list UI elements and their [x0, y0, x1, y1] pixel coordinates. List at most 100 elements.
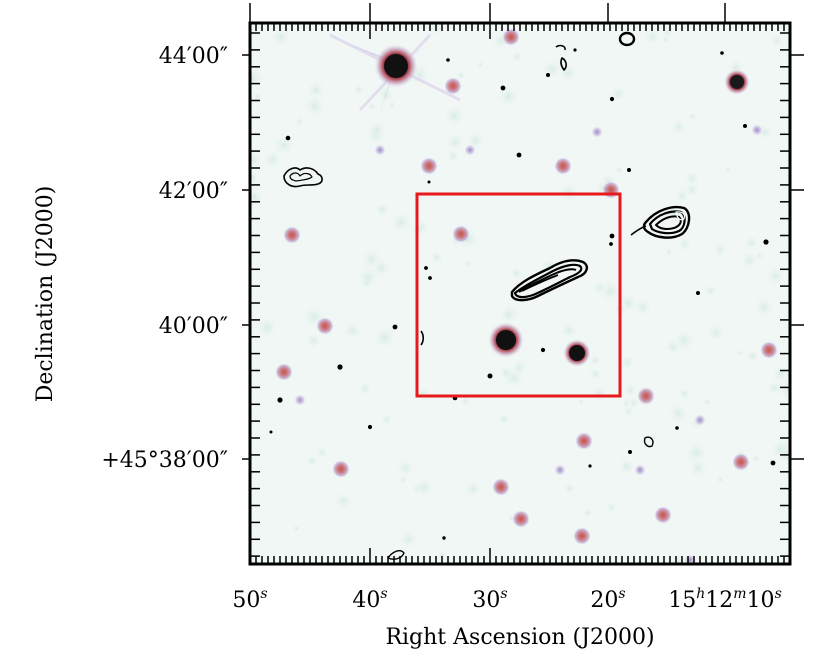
star [452, 225, 470, 243]
faint-star [294, 394, 306, 406]
haze-spot [735, 348, 744, 357]
contour-speck [367, 424, 373, 430]
star [420, 157, 438, 175]
haze-spot [559, 320, 579, 341]
haze-spot [616, 456, 637, 477]
zoom-region-box [415, 192, 622, 398]
haze-spot [373, 201, 391, 218]
x-tick-label: 40s [352, 586, 387, 613]
haze-spot [715, 474, 726, 485]
haze-spot [444, 131, 466, 153]
star [637, 387, 655, 405]
haze-spot [588, 353, 603, 368]
haze-spot [342, 320, 363, 341]
contour-speck [446, 58, 450, 62]
contour-speck [675, 426, 679, 430]
contour-speck [337, 364, 343, 370]
contour-speck [392, 324, 398, 330]
haze-spot [271, 132, 297, 158]
sky-image [250, 23, 790, 564]
haze-spot [671, 327, 697, 354]
faint-star [751, 124, 763, 136]
haze-spot [269, 25, 293, 49]
contour-speck [427, 180, 431, 184]
star [316, 317, 334, 335]
haze-spot [360, 277, 374, 290]
haze-spot [687, 111, 698, 122]
x-tick-label: 20s [590, 586, 625, 613]
star [573, 527, 591, 545]
star [444, 77, 462, 95]
haze-spot [510, 358, 529, 377]
star [732, 453, 750, 471]
contour-speck [428, 276, 432, 280]
haze-spot [250, 65, 266, 92]
haze-spot [250, 151, 262, 170]
haze-spot [705, 322, 726, 343]
star-field [275, 28, 778, 564]
x-tick-label: 50s [232, 586, 267, 613]
contour-speck [696, 291, 700, 295]
contour-speck [770, 460, 776, 466]
contour-speck [546, 73, 550, 77]
haze-spot [739, 250, 760, 271]
haze-spot [591, 279, 609, 296]
haze-spot [250, 187, 266, 208]
haze-spot [376, 84, 396, 105]
faint-star [694, 414, 706, 426]
haze-spot [332, 490, 354, 512]
haze-spot [743, 234, 760, 252]
haze-spot [496, 411, 512, 427]
star [275, 363, 293, 381]
y-tick-label: +45°38′00″ [101, 448, 228, 473]
star [602, 181, 620, 199]
faint-star [464, 144, 476, 156]
star [575, 432, 593, 450]
contour-speck [516, 152, 522, 158]
x-tick-labels: 50s 40s 30s 20s 15h12m10s [232, 586, 781, 613]
contour-speck [573, 48, 577, 52]
haze-spot [410, 222, 427, 238]
star [332, 460, 350, 478]
haze-spot [766, 379, 783, 397]
haze-spot [613, 164, 625, 176]
contour-speck [609, 233, 615, 239]
star [654, 506, 672, 524]
top-radio-blob [618, 31, 636, 47]
star [492, 478, 510, 496]
x-tick-label: 30s [472, 586, 507, 613]
contour-speck [487, 373, 493, 379]
haze-spot [702, 396, 713, 407]
haze-spot [509, 266, 524, 281]
haze-spot [666, 401, 690, 425]
haze-spot [314, 445, 330, 460]
haze-spot [463, 479, 484, 499]
haze-spot [764, 265, 787, 287]
contour-speck [609, 96, 615, 102]
haze-spot [463, 259, 473, 268]
radio-contours [283, 31, 691, 560]
left-radio-source [283, 167, 323, 188]
haze-spot [769, 438, 790, 461]
contour-speck [540, 347, 546, 353]
haze-spot [745, 348, 761, 364]
bright-star [329, 33, 461, 118]
haze-spot [250, 171, 260, 185]
haze-spot [304, 331, 323, 350]
haze-spot [678, 387, 691, 401]
star [554, 157, 572, 175]
haze-spot [496, 364, 515, 382]
y-axis-title: Declination (J2000) [33, 186, 58, 403]
haze-spot [723, 164, 733, 174]
contour-speck [628, 450, 632, 454]
haze-spot [413, 476, 436, 499]
haze-spot [750, 452, 762, 465]
haze-spot [622, 382, 639, 399]
haze-spot [371, 325, 398, 351]
haze-spot [587, 366, 604, 382]
star [283, 226, 301, 244]
faint-star [684, 554, 696, 564]
haze-spot [380, 412, 394, 426]
haze-spot [459, 395, 473, 408]
star [502, 28, 520, 46]
